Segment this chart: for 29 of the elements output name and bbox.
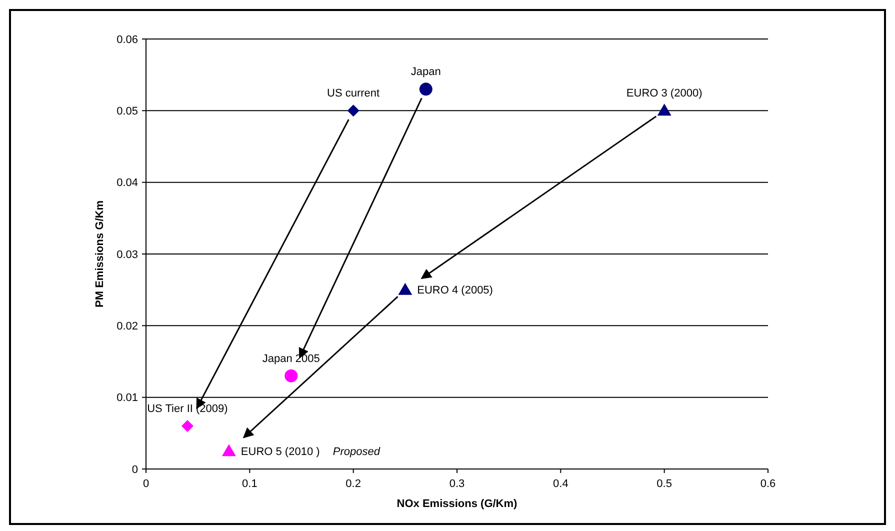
x-tick-label: 0.1 — [242, 478, 258, 490]
series-label: Japan — [410, 66, 441, 78]
x-tick-label: 0.4 — [553, 478, 568, 490]
y-tick-label: 0.04 — [116, 177, 138, 190]
point — [222, 444, 236, 456]
x-tick-label: 0.2 — [346, 478, 361, 490]
annotation: Proposed — [332, 446, 381, 458]
x-tick-label: 0.5 — [656, 478, 672, 490]
point — [181, 420, 194, 432]
y-tick-label: 0.06 — [116, 34, 138, 46]
series-label: EURO 5 (2010 ) — [240, 446, 320, 458]
y-tick-label: 0.02 — [116, 320, 138, 333]
series-label: EURO 3 (2000) — [626, 88, 702, 100]
point — [398, 282, 412, 295]
point — [419, 82, 432, 96]
x-tick-label: 0.6 — [760, 478, 776, 490]
series-label: US current — [327, 88, 380, 100]
y-axis-title: PM Emissions G/Km — [94, 200, 106, 308]
y-tick-label: 0.01 — [116, 392, 138, 404]
y-tick-label: 0.05 — [116, 106, 138, 118]
x-tick-label: 0 — [142, 478, 150, 490]
y-tick-label: 0.03 — [116, 248, 138, 261]
x-axis-title: NOx Emissions (G/Km) — [396, 498, 518, 510]
x-tick-label: 0.3 — [449, 478, 465, 490]
point — [284, 369, 298, 382]
point — [657, 104, 672, 116]
y-tick-label: 0 — [132, 464, 138, 476]
point — [347, 104, 360, 117]
series-label: EURO 4 (2005) — [417, 284, 493, 297]
